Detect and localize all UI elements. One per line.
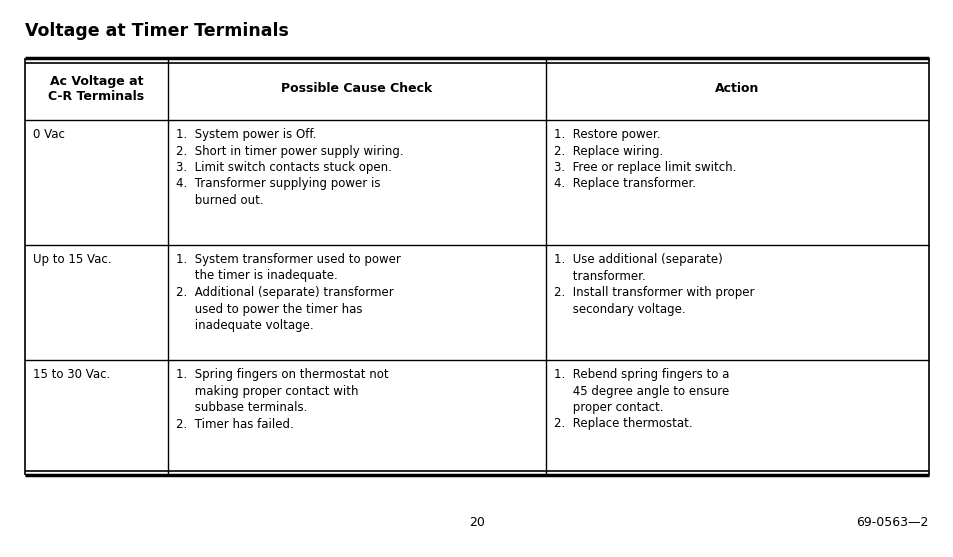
Text: 1.  System transformer used to power
     the timer is inadequate.
2.  Additiona: 1. System transformer used to power the …: [175, 253, 400, 332]
Text: 1.  Use additional (separate)
     transformer.
2.  Install transformer with pro: 1. Use additional (separate) transformer…: [553, 253, 754, 315]
Text: 0 Vac: 0 Vac: [33, 128, 65, 141]
Text: 1.  System power is Off.
2.  Short in timer power supply wiring.
3.  Limit switc: 1. System power is Off. 2. Short in time…: [175, 128, 403, 207]
Text: 20: 20: [469, 516, 484, 530]
Text: 1.  Spring fingers on thermostat not
     making proper contact with
     subbas: 1. Spring fingers on thermostat not maki…: [175, 368, 388, 431]
Text: Possible Cause Check: Possible Cause Check: [281, 82, 432, 95]
Text: 15 to 30 Vac.: 15 to 30 Vac.: [33, 368, 111, 381]
Text: 1.  Rebend spring fingers to a
     45 degree angle to ensure
     proper contac: 1. Rebend spring fingers to a 45 degree …: [553, 368, 728, 431]
Text: 1.  Restore power.
2.  Replace wiring.
3.  Free or replace limit switch.
4.  Rep: 1. Restore power. 2. Replace wiring. 3. …: [553, 128, 736, 190]
Text: Action: Action: [715, 82, 759, 95]
Text: Voltage at Timer Terminals: Voltage at Timer Terminals: [25, 22, 289, 40]
Text: 69-0563—2: 69-0563—2: [856, 516, 928, 530]
Text: Up to 15 Vac.: Up to 15 Vac.: [33, 253, 112, 266]
Text: Ac Voltage at
C-R Terminals: Ac Voltage at C-R Terminals: [49, 75, 144, 103]
